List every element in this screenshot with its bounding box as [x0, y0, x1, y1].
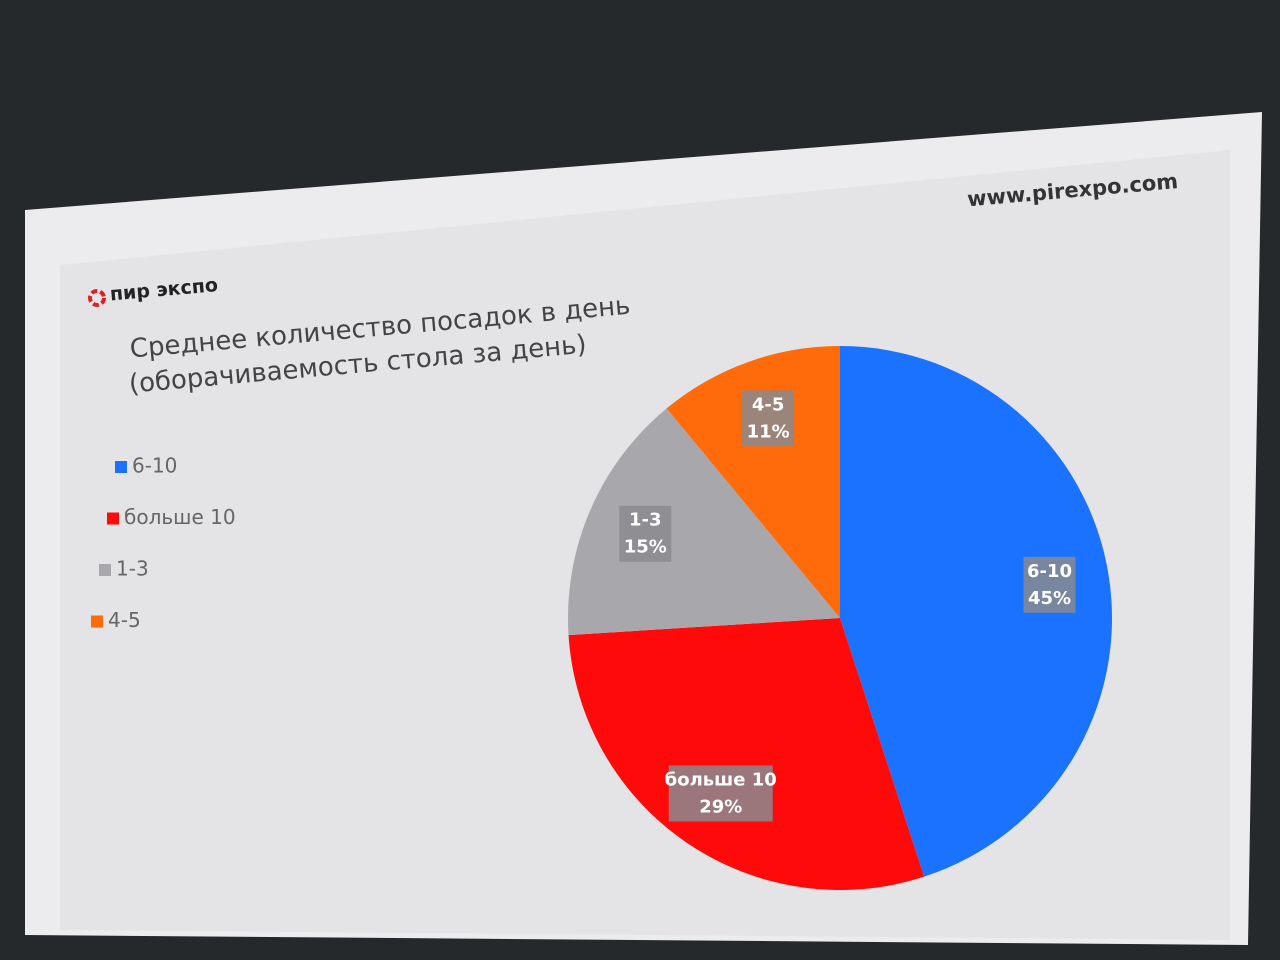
- slice-category: 1-3: [629, 510, 662, 531]
- legend-label: 1-3: [116, 557, 149, 581]
- pie-slice: [840, 346, 1113, 877]
- label-box: [1023, 556, 1076, 613]
- slice-category: больше 10: [665, 769, 777, 790]
- pie-slice: [568, 408, 840, 636]
- legend-label: 4-5: [108, 608, 141, 632]
- legend-label: больше 10: [124, 505, 236, 529]
- pie-slice: [568, 618, 925, 890]
- legend-swatch: [107, 512, 119, 525]
- logo-icon: [88, 289, 106, 307]
- slice-value: 45%: [1028, 588, 1071, 609]
- legend-label: 6-10: [132, 454, 177, 478]
- label-box: [619, 505, 672, 562]
- slice-value: 11%: [747, 421, 790, 442]
- legend-swatch: [115, 461, 127, 473]
- slice-category: 6-10: [1027, 561, 1072, 582]
- slice-category: 4-5: [752, 394, 785, 415]
- legend-swatch: [99, 564, 111, 576]
- legend-swatch: [91, 615, 103, 628]
- label-box: [742, 390, 795, 447]
- slice-value: 15%: [624, 537, 667, 558]
- pie: 6-10 45% больше 10 29% 1-3 15% 4-5 11%: [568, 346, 1113, 890]
- slice-value: 29%: [699, 796, 742, 817]
- legend: 6-10 больше 10 1-3 4-5: [91, 454, 236, 632]
- label-box: [668, 765, 773, 822]
- pie-slice: [666, 346, 840, 618]
